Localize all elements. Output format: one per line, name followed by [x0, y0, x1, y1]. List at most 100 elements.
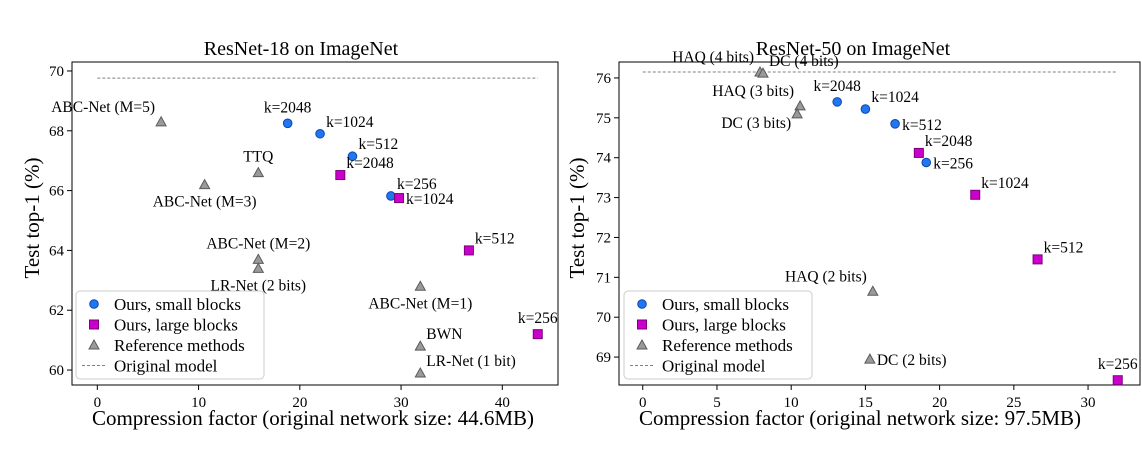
legend-ours-small-label: Ours, small blocks — [114, 295, 241, 314]
ours-large-point-label: k=512 — [1044, 239, 1084, 256]
resnet50-chart: ResNet-50 on ImageNet Compression factor… — [565, 38, 1141, 430]
reference-point — [757, 67, 769, 78]
y-tick-label: 69 — [596, 350, 611, 366]
legend-ours-large-label: Ours, large blocks — [114, 316, 238, 335]
legend-reference-label: Reference methods — [662, 336, 793, 355]
ours-large-point — [335, 170, 346, 181]
x-tick-label: 15 — [858, 395, 873, 411]
ours-small-point — [386, 191, 396, 201]
x-tick-label: 30 — [1081, 395, 1096, 411]
reference-point-label: DC (2 bits) — [877, 352, 947, 369]
ours-large-point-label: k=2048 — [346, 155, 394, 172]
ours-large-point-label: k=1024 — [406, 191, 454, 208]
ours-large-point-label: k=2048 — [925, 133, 973, 150]
reference-point — [791, 107, 803, 119]
reference-point-label: HAQ (2 bits) — [785, 268, 867, 285]
legend-box — [623, 290, 813, 380]
reference-point-label: BWN — [426, 326, 462, 343]
ours-large-point-label: k=256 — [518, 310, 558, 327]
ours-small-point — [921, 157, 932, 168]
x-tick-label: 0 — [94, 395, 102, 411]
legend-box — [75, 290, 265, 380]
y-tick-label: 66 — [49, 184, 65, 200]
reference-point-label: HAQ (4 bits) — [672, 49, 754, 66]
reference-point-label: DC (4 bits) — [769, 53, 839, 70]
y-tick-label: 75 — [596, 111, 611, 127]
ours-small-point — [282, 118, 293, 129]
ours-small-point-label: k=2048 — [813, 78, 861, 95]
ours-small-point-label: k=1024 — [326, 114, 374, 131]
reference-point — [414, 280, 427, 291]
y-tick-label: 73 — [596, 191, 611, 207]
ours-small-point-label: k=2048 — [264, 99, 312, 116]
legend-original-label: Original model — [662, 357, 766, 376]
ours-large-point — [532, 329, 543, 340]
legend-ours-small-label: Ours, small blocks — [662, 295, 789, 314]
x-tick-label: 30 — [394, 395, 409, 411]
ours-large-point — [970, 189, 981, 200]
reference-point — [414, 367, 427, 378]
ours-small-point — [315, 128, 325, 139]
ours-small-point — [347, 151, 358, 162]
ours-large-point — [394, 193, 405, 204]
ours-small-point-label: k=256 — [397, 176, 437, 193]
y-tick-label: 60 — [49, 363, 64, 379]
y-tick-label: 72 — [596, 230, 611, 246]
plot-frame — [71, 61, 559, 386]
ours-large-point-label: k=1024 — [981, 175, 1029, 192]
x-tick-label: 10 — [784, 395, 799, 411]
ours-large-point — [913, 147, 924, 158]
reference-point-label: HAQ (3 bits) — [712, 83, 794, 100]
ours-large-point — [1112, 375, 1123, 386]
y-tick-label: 70 — [49, 64, 64, 80]
reference-point-label: TTQ — [243, 149, 273, 166]
y-tick-label: 68 — [49, 124, 64, 140]
legend-reference-label: Reference methods — [114, 336, 245, 355]
legend-ours-large-marker — [89, 319, 99, 330]
ours-small-point-label: k=1024 — [871, 89, 919, 106]
x-tick-label: 25 — [1006, 395, 1021, 411]
ours-large-point — [463, 245, 474, 256]
legend-ours-small-marker — [89, 299, 99, 309]
reference-point-label: LR-Net (1 bit) — [426, 353, 516, 370]
reference-point — [864, 353, 876, 364]
y-tick-label: 70 — [596, 310, 611, 326]
x-axis-label: Compression factor (original network siz… — [639, 406, 1081, 430]
ours-small-point — [890, 119, 900, 129]
x-tick-label: 5 — [713, 395, 721, 411]
ours-small-point-label: k=512 — [902, 117, 942, 134]
reference-point-label: DC (3 bits) — [721, 115, 791, 132]
ours-large-point-label: k=512 — [475, 230, 515, 247]
x-tick-label: 10 — [191, 395, 206, 411]
x-tick-label: 40 — [495, 395, 510, 411]
x-tick-label: 0 — [639, 395, 647, 411]
y-tick-label: 74 — [596, 151, 612, 167]
reference-point — [866, 285, 879, 296]
reference-point-label: LR-Net (2 bits) — [211, 277, 307, 294]
x-axis-label: Compression factor (original network siz… — [92, 406, 534, 430]
ours-small-point — [832, 97, 842, 107]
y-tick-label: 71 — [596, 270, 611, 286]
reference-point — [198, 178, 211, 190]
ours-small-point — [860, 104, 871, 114]
ours-small-point-label: k=256 — [933, 155, 973, 172]
chart-title: ResNet-18 on ImageNet — [204, 38, 399, 60]
reference-point — [252, 262, 265, 273]
resnet18-chart: ResNet-18 on ImageNet Compression factor… — [20, 38, 559, 430]
reference-point — [155, 115, 167, 127]
x-tick-label: 20 — [932, 395, 947, 411]
y-tick-label: 64 — [49, 243, 65, 259]
y-axis-label: Test top-1 (%) — [20, 157, 44, 278]
y-axis-label: Test top-1 (%) — [565, 157, 589, 278]
legend-ours-small-marker — [637, 299, 647, 309]
legend-ours-large-label: Ours, large blocks — [662, 316, 786, 335]
legend-ours-large-marker — [637, 319, 647, 330]
reference-point — [252, 253, 265, 264]
chart-title: ResNet-50 on ImageNet — [756, 38, 951, 60]
reference-point-label: ABC-Net (M=2) — [206, 235, 310, 252]
reference-point — [794, 99, 806, 111]
reference-point — [252, 166, 265, 178]
legend-reference-marker — [636, 338, 648, 350]
x-tick-label: 20 — [292, 395, 307, 411]
